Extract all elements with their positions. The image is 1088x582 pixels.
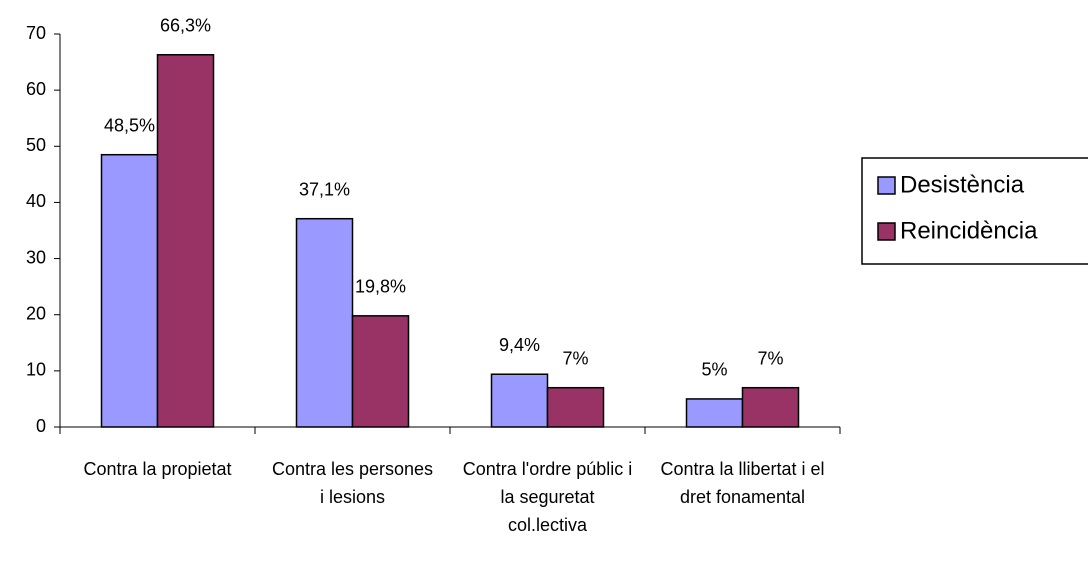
y-tick-label: 30 xyxy=(26,247,46,267)
bar xyxy=(351,315,410,428)
bar xyxy=(741,386,800,428)
value-label: 7% xyxy=(757,348,783,368)
x-tick-label: Contra l'ordre públic i la seguretat col… xyxy=(462,459,633,535)
legend-box xyxy=(861,157,1088,265)
bar xyxy=(546,386,605,428)
value-label: 66,3% xyxy=(160,16,211,36)
legend-swatch xyxy=(877,222,896,241)
legend-label: Desistència xyxy=(900,171,1025,198)
bar xyxy=(685,398,744,428)
bar xyxy=(100,153,159,428)
bar xyxy=(295,217,354,428)
y-tick-label: 10 xyxy=(26,360,46,380)
x-tick-label: Contra la llibertat i el dret fonamental xyxy=(660,459,825,507)
bar xyxy=(156,54,215,428)
value-label: 48,5% xyxy=(104,115,155,135)
x-tick-label: Contra les persones i lesions xyxy=(271,459,434,507)
value-label: 9,4% xyxy=(499,335,540,355)
y-tick-label: 60 xyxy=(26,79,46,99)
value-label: 7% xyxy=(562,348,588,368)
bar xyxy=(490,373,549,428)
y-tick-label: 0 xyxy=(36,416,46,436)
y-tick-label: 50 xyxy=(26,135,46,155)
value-label: 19,8% xyxy=(355,277,406,297)
y-tick-label: 70 xyxy=(26,23,46,43)
value-label: 37,1% xyxy=(299,179,350,199)
x-tick-label: Contra la propietat xyxy=(83,459,232,479)
y-tick-label: 40 xyxy=(26,191,46,211)
value-label: 5% xyxy=(701,360,727,380)
legend-label: Reincidència xyxy=(900,217,1038,244)
legend-swatch xyxy=(877,176,896,195)
y-tick-label: 20 xyxy=(26,303,46,323)
